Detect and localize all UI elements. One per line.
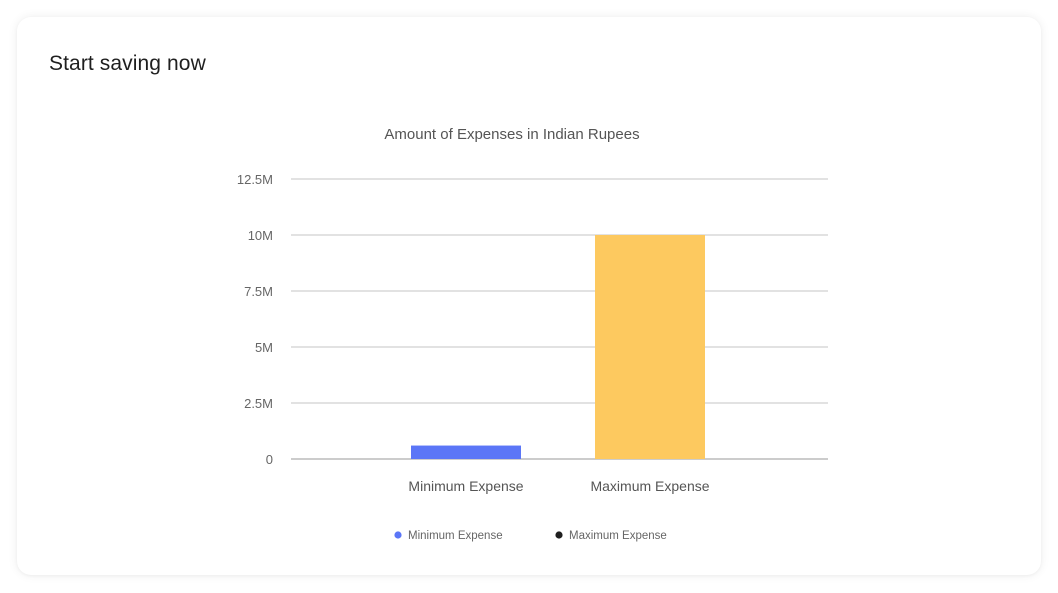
legend-item-maximum-expense[interactable]: Maximum Expense: [555, 530, 667, 542]
chart-title: Amount of Expenses in Indian Rupees: [384, 126, 639, 143]
legend-item-minimum-expense[interactable]: Minimum Expense: [394, 530, 503, 542]
legend-marker: [394, 531, 402, 539]
bar-minimum-expense[interactable]: [411, 445, 521, 459]
y-axis-tick-labels: 0 2.5M 5M 7.5M 10M 12.5M: [237, 172, 273, 467]
x-category-label: Maximum Expense: [590, 478, 709, 494]
y-tick-label: 10M: [248, 228, 273, 243]
legend-label: Maximum Expense: [569, 530, 667, 542]
card-title: Start saving now: [49, 52, 206, 75]
y-tick-label: 5M: [255, 340, 273, 355]
y-tick-label: 7.5M: [244, 284, 273, 299]
gridlines: [291, 178, 828, 460]
legend[interactable]: Minimum Expense Maximum Expense: [394, 530, 667, 542]
savings-card: Start saving now Amount of Expenses in I…: [17, 17, 1041, 575]
y-tick-label: 0: [266, 452, 273, 467]
expense-chart: Amount of Expenses in Indian Rupees 0 2.5…: [237, 126, 828, 542]
y-tick-label: 2.5M: [244, 396, 273, 411]
bars: [411, 235, 705, 459]
legend-marker: [555, 531, 563, 539]
bar-maximum-expense[interactable]: [595, 235, 705, 459]
x-axis-category-labels: Minimum Expense Maximum Expense: [408, 478, 709, 494]
legend-label: Minimum Expense: [408, 530, 503, 542]
x-category-label: Minimum Expense: [408, 478, 523, 494]
y-tick-label: 12.5M: [237, 172, 273, 187]
